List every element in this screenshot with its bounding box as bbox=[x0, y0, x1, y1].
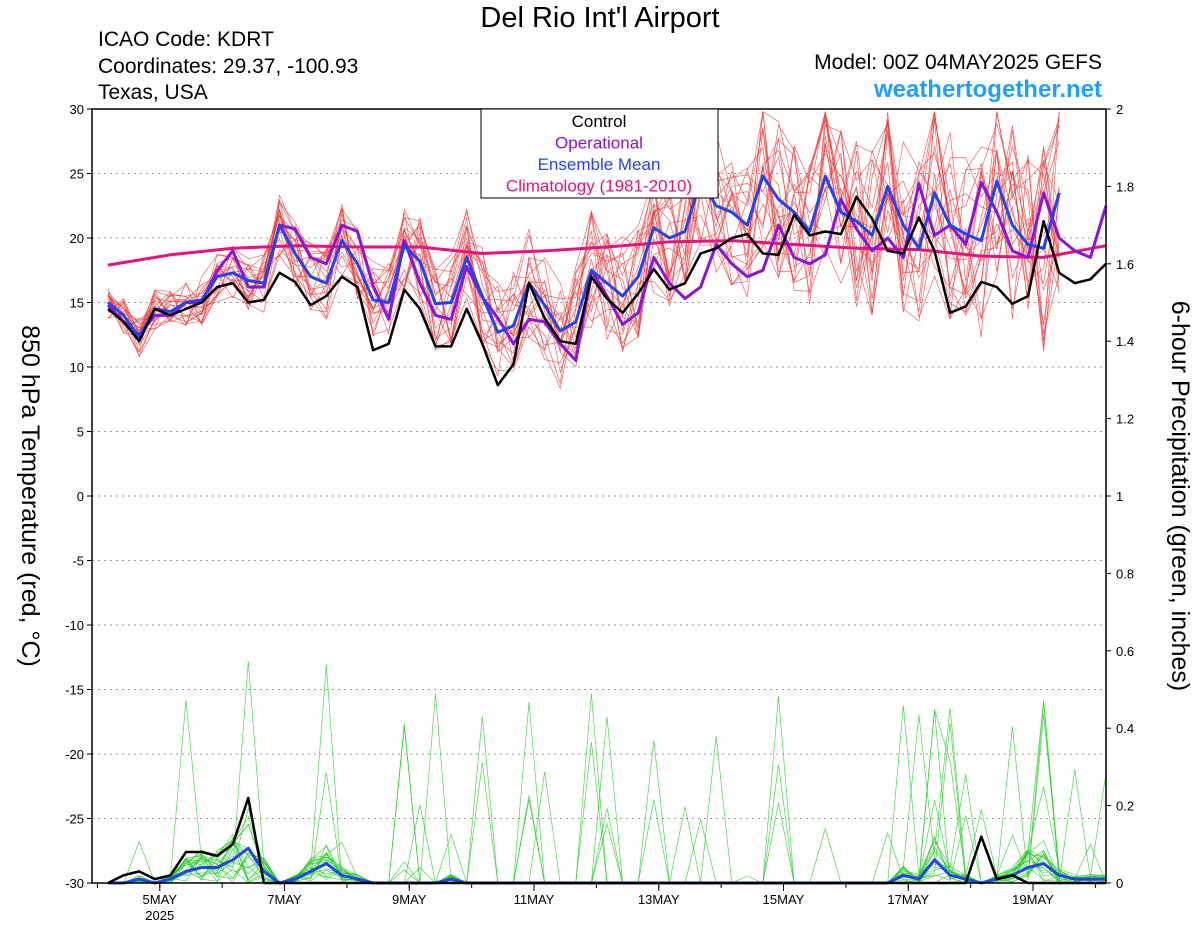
legend-entry: Control bbox=[572, 112, 627, 131]
ensemble-mean-line bbox=[107, 174, 1061, 339]
left-tick-label: -30 bbox=[65, 876, 84, 891]
right-tick-label: 0.2 bbox=[1116, 799, 1134, 814]
precip-member-line bbox=[108, 714, 1107, 884]
right-tick-label: 1.4 bbox=[1116, 334, 1134, 349]
region: Texas, USA bbox=[98, 81, 208, 104]
left-axis-label: 850 hPa Temperature (red, °C) bbox=[16, 325, 44, 667]
right-tick-label: 1.6 bbox=[1116, 257, 1134, 272]
x-tick-label: 13MAY bbox=[638, 892, 680, 907]
left-tick-label: -25 bbox=[65, 812, 84, 827]
precip-member-line bbox=[108, 714, 1107, 884]
right-tick-label: 1.2 bbox=[1116, 412, 1134, 427]
control-line bbox=[107, 195, 1107, 387]
left-tick-label: 5 bbox=[77, 425, 84, 440]
page-title: Del Rio Int'l Airport bbox=[480, 2, 720, 34]
axis-ticks: 302520151050-5-10-15-20-25-3021.81.61.41… bbox=[65, 102, 1134, 923]
x-tick-label: 9MAY bbox=[392, 892, 427, 907]
right-tick-label: 0.4 bbox=[1116, 721, 1134, 736]
left-tick-label: 20 bbox=[70, 231, 84, 246]
x-tick-label: 5MAY bbox=[143, 892, 178, 907]
left-tick-label: 25 bbox=[70, 167, 84, 182]
right-tick-label: 0 bbox=[1116, 876, 1123, 891]
legend-box bbox=[480, 108, 719, 199]
left-tick-label: 10 bbox=[70, 360, 84, 375]
left-tick-label: -5 bbox=[72, 554, 84, 569]
left-tick-label: 15 bbox=[70, 296, 84, 311]
legend-entry: Ensemble Mean bbox=[538, 155, 661, 174]
legend-entry: Climatology (1981-2010) bbox=[506, 177, 692, 196]
x-tick-year: 2025 bbox=[145, 908, 174, 923]
coordinates: Coordinates: 29.37, -100.93 bbox=[98, 55, 359, 78]
right-tick-label: 1.8 bbox=[1116, 179, 1134, 194]
right-axis-label: 6-hour Precipitation (green, inches) bbox=[1166, 301, 1194, 691]
right-tick-label: 1 bbox=[1116, 489, 1123, 504]
right-tick-label: 2 bbox=[1116, 102, 1123, 117]
legend-entry: Operational bbox=[555, 134, 643, 153]
right-tick-label: 0.8 bbox=[1116, 566, 1134, 581]
x-tick-label: 11MAY bbox=[514, 892, 555, 907]
temp-member-line bbox=[107, 114, 1060, 347]
legend: Control Operational Ensemble Mean Climatolo… bbox=[480, 108, 719, 199]
site-link[interactable]: weathertogether.net bbox=[873, 76, 1102, 103]
left-tick-label: 0 bbox=[77, 489, 84, 504]
left-tick-label: -20 bbox=[65, 747, 84, 762]
x-tick-label: 7MAY bbox=[267, 892, 302, 907]
model-run: Model: 00Z 04MAY2025 GEFS bbox=[814, 51, 1102, 74]
left-tick-label: -15 bbox=[65, 683, 84, 698]
x-tick-label: 19MAY bbox=[1012, 892, 1054, 907]
icao-code: ICAO Code: KDRT bbox=[98, 28, 274, 51]
x-tick-label: 15MAY bbox=[763, 892, 805, 907]
precip-member-line bbox=[108, 799, 1107, 884]
x-tick-label: 17MAY bbox=[887, 892, 929, 907]
left-tick-label: 30 bbox=[70, 102, 84, 117]
series-lines bbox=[106, 174, 1108, 885]
right-tick-label: 0.6 bbox=[1116, 644, 1134, 659]
grid-lines bbox=[92, 173, 1106, 819]
left-tick-label: -10 bbox=[65, 618, 84, 633]
